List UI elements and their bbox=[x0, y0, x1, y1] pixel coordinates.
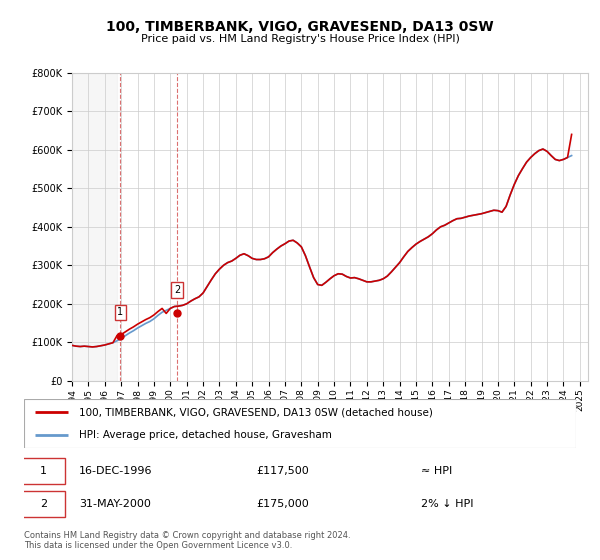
Text: 100, TIMBERBANK, VIGO, GRAVESEND, DA13 0SW: 100, TIMBERBANK, VIGO, GRAVESEND, DA13 0… bbox=[106, 20, 494, 34]
Text: 2% ↓ HPI: 2% ↓ HPI bbox=[421, 500, 474, 510]
Text: 2: 2 bbox=[174, 286, 180, 295]
Text: 16-DEC-1996: 16-DEC-1996 bbox=[79, 466, 152, 476]
Text: HPI: Average price, detached house, Gravesham: HPI: Average price, detached house, Grav… bbox=[79, 430, 332, 440]
Text: 2: 2 bbox=[40, 500, 47, 510]
Text: Price paid vs. HM Land Registry's House Price Index (HPI): Price paid vs. HM Land Registry's House … bbox=[140, 34, 460, 44]
FancyBboxPatch shape bbox=[24, 399, 576, 448]
Text: 31-MAY-2000: 31-MAY-2000 bbox=[79, 500, 151, 510]
Text: ≈ HPI: ≈ HPI bbox=[421, 466, 452, 476]
Text: £175,000: £175,000 bbox=[256, 500, 308, 510]
FancyBboxPatch shape bbox=[21, 458, 65, 484]
Text: 1: 1 bbox=[118, 307, 124, 318]
Bar bbox=[72, 73, 117, 381]
Text: Contains HM Land Registry data © Crown copyright and database right 2024.
This d: Contains HM Land Registry data © Crown c… bbox=[24, 531, 350, 550]
Text: 1: 1 bbox=[40, 466, 47, 476]
Text: £117,500: £117,500 bbox=[256, 466, 308, 476]
FancyBboxPatch shape bbox=[21, 492, 65, 517]
Text: 100, TIMBERBANK, VIGO, GRAVESEND, DA13 0SW (detached house): 100, TIMBERBANK, VIGO, GRAVESEND, DA13 0… bbox=[79, 407, 433, 417]
Bar bbox=[72, 73, 117, 381]
